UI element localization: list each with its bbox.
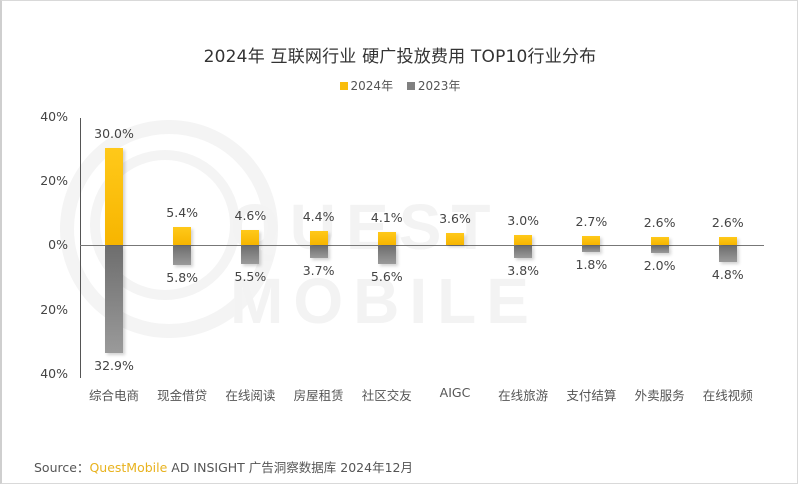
legend-swatch-2024-icon	[339, 81, 348, 90]
bar-2023	[173, 246, 192, 265]
value-label-2024: 4.6%	[234, 208, 267, 224]
bar-2024	[446, 233, 464, 245]
bar-2023	[309, 246, 328, 259]
category-label: 支付结算	[566, 388, 617, 403]
source-rest: AD INSIGHT 广告洞察数据库 2024年12月	[167, 460, 413, 475]
y-axis-line	[80, 118, 81, 378]
y-tick-label: 20%	[40, 173, 68, 188]
value-label-2023: 2.0%	[643, 257, 676, 273]
bar-2023	[105, 246, 123, 353]
bar-2024	[309, 230, 328, 245]
bar-2024	[377, 231, 396, 245]
category-label: AIGC	[439, 385, 471, 400]
y-tick-label: 0%	[48, 237, 68, 252]
legend-swatch-2023-icon	[406, 81, 415, 90]
bar-2024	[105, 147, 123, 245]
zero-baseline	[80, 245, 764, 246]
bar-2024	[241, 230, 260, 245]
source-prefix: Source：	[34, 460, 90, 475]
bar-2024	[582, 236, 601, 245]
category-label: 综合电商	[88, 388, 139, 403]
source-note: Source：QuestMobile AD INSIGHT 广告洞察数据库 20…	[34, 457, 413, 476]
value-label-2024: 2.6%	[711, 214, 744, 230]
y-tick-label: 20%	[40, 302, 68, 317]
category-label: 房屋租赁	[293, 388, 344, 403]
value-label-2023: 1.8%	[575, 256, 608, 272]
source-brand: QuestMobile	[89, 460, 168, 475]
value-label-2024: 2.6%	[643, 214, 676, 230]
legend-item-2024: 2024年	[339, 77, 394, 94]
bar-2023	[650, 246, 669, 253]
value-label-2023: 5.6%	[370, 269, 403, 285]
legend-label-2023: 2023年	[417, 79, 461, 93]
value-label-2023: 32.9%	[94, 357, 134, 373]
y-tick-label: 40%	[40, 109, 68, 124]
category-label: 现金借贷	[157, 388, 208, 403]
bar-2024	[173, 227, 192, 245]
value-label-2024: 3.0%	[507, 213, 540, 229]
bar-2023	[514, 246, 533, 259]
value-label-2024: 30.0%	[94, 125, 134, 141]
legend-item-2023: 2023年	[406, 77, 461, 94]
category-label: 在线视频	[702, 388, 753, 403]
value-label-2023: 3.8%	[507, 263, 540, 279]
bar-2023	[241, 246, 260, 264]
y-tick-label: 40%	[40, 366, 68, 381]
value-label-2024: 4.4%	[302, 208, 335, 224]
value-label-2024: 5.4%	[166, 205, 199, 221]
value-label-2024: 2.7%	[575, 214, 608, 230]
value-label-2023: 3.7%	[302, 263, 335, 279]
value-label-2023: 4.8%	[711, 266, 744, 282]
bar-2024	[650, 236, 669, 245]
bar-2023	[377, 246, 396, 265]
value-label-2023: 5.5%	[234, 268, 267, 284]
category-label: 在线旅游	[498, 388, 549, 403]
bar-2023	[582, 246, 601, 252]
value-label-2024: 4.1%	[370, 209, 403, 225]
category-label: 在线阅读	[225, 388, 276, 403]
value-label-2024: 3.6%	[439, 211, 471, 227]
bar-2023	[718, 246, 737, 262]
category-label: 外卖服务	[634, 388, 685, 403]
category-label: 社区交友	[361, 388, 412, 403]
bar-2024	[718, 236, 737, 245]
chart-title: 2024年 互联网行业 硬广投放费用 TOP10行业分布	[203, 47, 597, 67]
bar-2024	[514, 235, 533, 245]
legend: 2024年 2023年	[0, 77, 800, 94]
legend-label-2024: 2024年	[350, 79, 394, 93]
value-label-2023: 5.8%	[166, 269, 199, 285]
